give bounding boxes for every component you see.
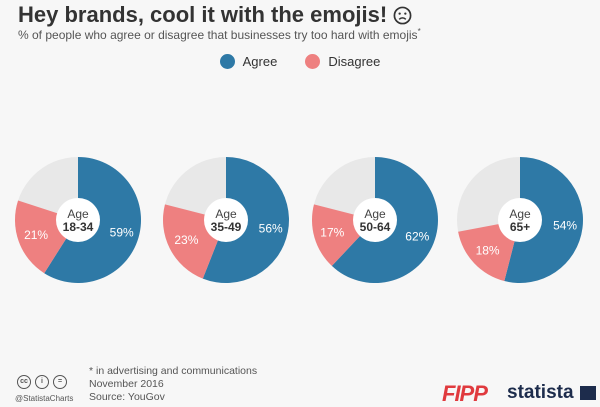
statista-logo-mark [580,386,596,400]
license-icons: cc i = [17,375,67,389]
chart-title: Hey brands, cool it with the emojis! [18,2,412,28]
unamused-face-icon [393,6,412,24]
chart-title-text: Hey brands, cool it with the emojis! [18,2,388,27]
legend-item-agree: Agree [219,54,278,69]
center-label-top-0: Age [67,207,89,221]
center-label-top-2: Age [364,207,386,221]
footnote-date: November 2016 [89,378,164,390]
legend: Agree Disagree [0,54,600,69]
data-label-disagree-2: 17% [320,225,344,239]
donut-hole-1 [204,198,248,242]
donut-hole-0 [56,198,100,242]
footnote: * in advertising and communications Nove… [89,365,257,404]
legend-swatch-agree [219,54,235,69]
legend-label-agree: Agree [242,54,278,69]
center-label-bottom-2: 50-64 [360,220,391,234]
center-label-bottom-1: 35-49 [211,220,242,234]
donut-slice-agree-3 [504,157,584,283]
data-label-agree-0: 59% [110,226,134,240]
legend-swatch-disagree [305,54,321,69]
attribution-icon: i [35,375,49,389]
data-label-disagree-0: 21% [24,228,48,242]
data-label-agree-1: 56% [259,222,283,236]
data-label-agree-2: 62% [405,230,429,244]
statista-logo: statista [507,382,574,403]
center-label-bottom-3: 65+ [510,220,530,234]
center-label-bottom-0: 18-34 [63,220,94,234]
subtitle-footnote-mark: * [417,27,421,36]
footnote-note: * in advertising and communications [89,365,258,377]
creative-commons-icon: cc [17,375,31,389]
donut-hole-2 [353,198,397,242]
legend-item-disagree: Disagree [305,54,380,69]
no-derivatives-icon: = [53,375,67,389]
data-label-agree-3: 54% [553,219,577,233]
social-handle: @StatistaCharts [15,394,74,403]
center-label-top-3: Age [509,207,531,221]
chart-subtitle-text: % of people who agree or disagree that b… [18,28,418,42]
donut-hole-3 [498,198,542,242]
legend-label-disagree: Disagree [328,54,381,69]
footnote-source: Source: YouGov [89,391,165,403]
data-label-disagree-3: 18% [476,244,500,258]
fipp-logo: FIPP [442,381,488,406]
chart-subtitle: % of people who agree or disagree that b… [18,27,421,42]
data-label-disagree-1: 23% [174,233,198,247]
center-label-top-1: Age [215,207,237,221]
